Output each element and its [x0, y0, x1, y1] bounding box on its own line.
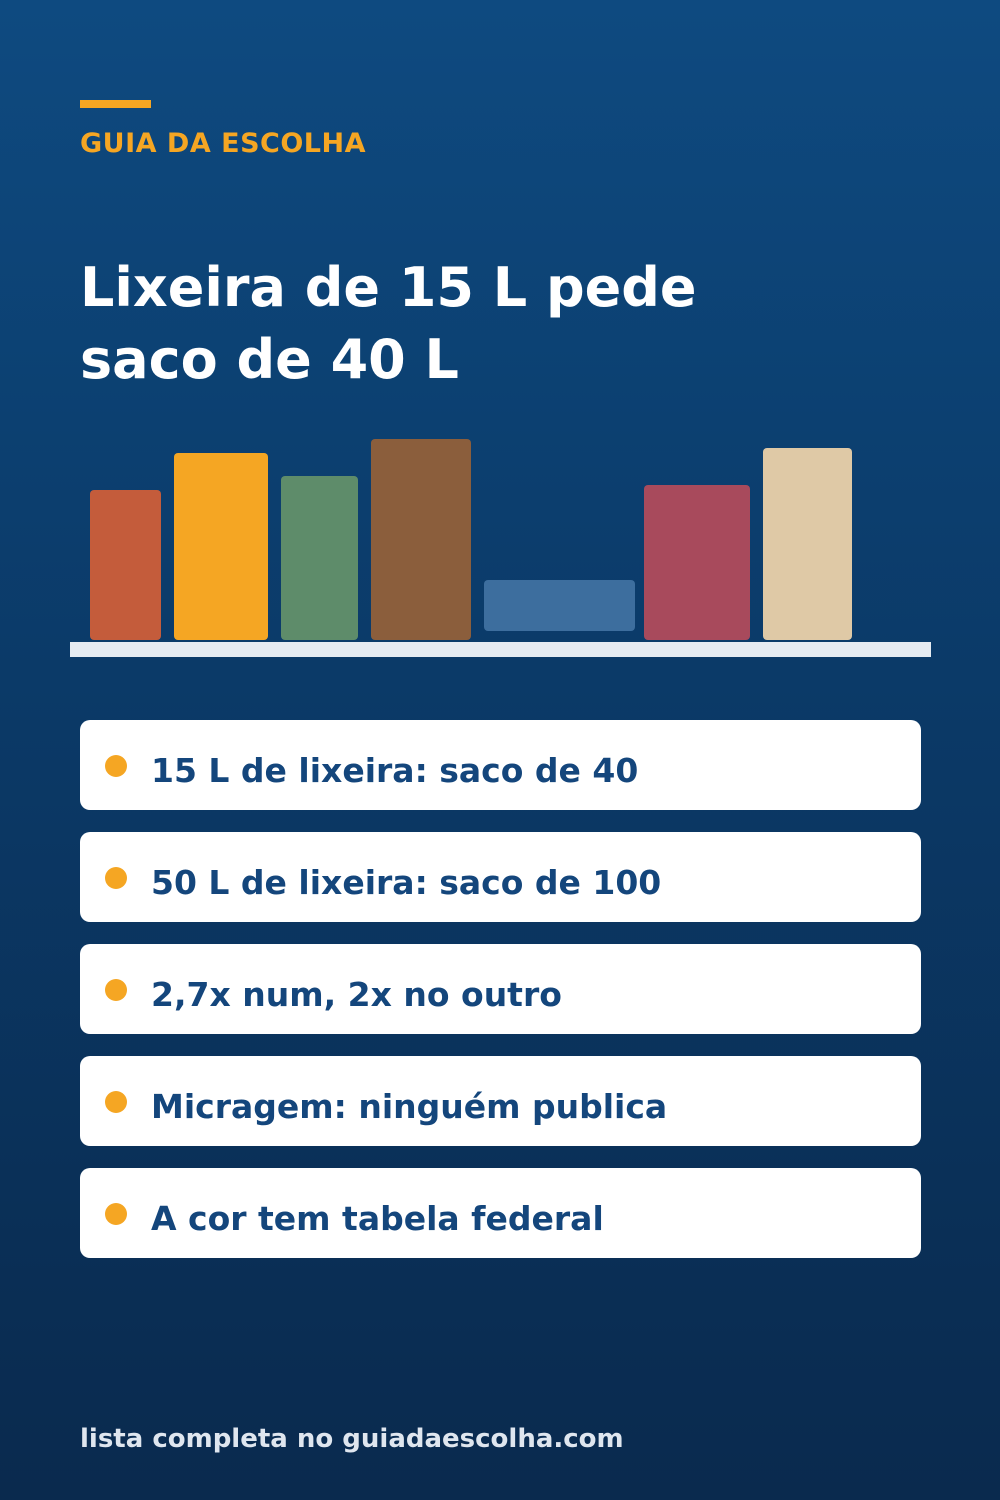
title-line-1: Lixeira de 15 L pede: [80, 256, 697, 319]
list-item: A cor tem tabela federal: [80, 1168, 921, 1258]
list-item-text: 50 L de lixeira: saco de 100: [151, 863, 662, 902]
accent-bar: [80, 100, 151, 108]
list-item: 15 L de lixeira: saco de 40: [80, 720, 921, 810]
bullet-dot-icon: [105, 1091, 127, 1113]
list-item: 50 L de lixeira: saco de 100: [80, 832, 921, 922]
book-1: [90, 490, 161, 640]
footer-link-text: lista completa no guiadaescolha.com: [80, 1424, 624, 1454]
bullet-dot-icon: [105, 1203, 127, 1225]
book-3: [281, 476, 358, 640]
book-7: [763, 448, 852, 640]
page-title: Lixeira de 15 L pede saco de 40 L: [80, 252, 900, 396]
list-item: 2,7x num, 2x no outro: [80, 944, 921, 1034]
book-5-lying: [484, 580, 635, 631]
shelf: [70, 642, 931, 657]
book-2: [174, 453, 268, 640]
bullet-dot-icon: [105, 979, 127, 1001]
brand-label: GUIA DA ESCOLHA: [80, 128, 366, 159]
tips-list: 15 L de lixeira: saco de 40 50 L de lixe…: [80, 720, 921, 1280]
book-4: [371, 439, 471, 640]
bullet-dot-icon: [105, 755, 127, 777]
list-item: Micragem: ninguém publica: [80, 1056, 921, 1146]
list-item-text: A cor tem tabela federal: [151, 1199, 604, 1238]
list-item-text: 15 L de lixeira: saco de 40: [151, 751, 639, 790]
bullet-dot-icon: [105, 867, 127, 889]
list-item-text: Micragem: ninguém publica: [151, 1087, 668, 1126]
title-line-2: saco de 40 L: [80, 328, 459, 391]
book-6: [644, 485, 750, 640]
list-item-text: 2,7x num, 2x no outro: [151, 975, 562, 1014]
